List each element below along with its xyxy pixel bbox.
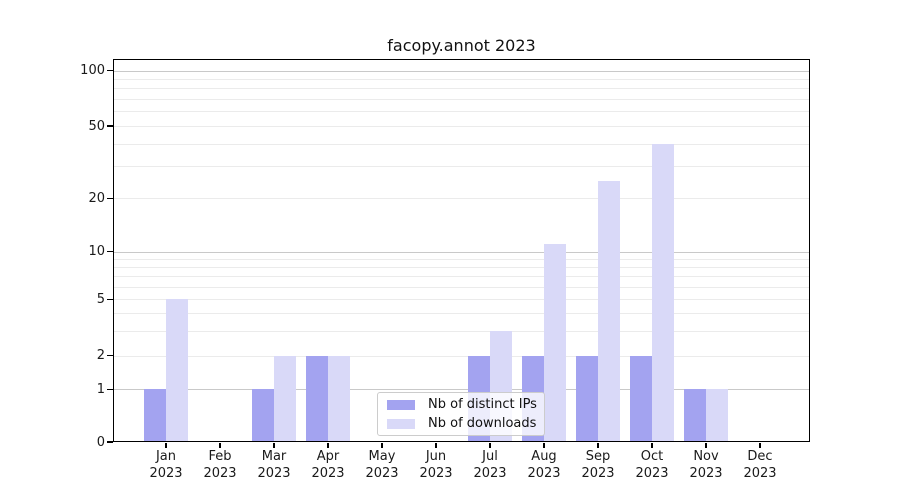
x-tick-label: Jan 2023 <box>149 449 183 481</box>
minor-gridline <box>113 88 810 90</box>
bar-distinct-ips <box>306 355 328 442</box>
x-tick-label: Dec 2023 <box>743 449 777 481</box>
legend-swatch-distinct-ips <box>387 399 415 410</box>
legend-label-distinct-ips: Nb of distinct IPs <box>428 397 537 412</box>
legend: Nb of distinct IPs Nb of downloads <box>377 392 545 436</box>
bar-downloads <box>328 355 350 442</box>
x-tick-label: Mar 2023 <box>257 449 291 481</box>
minor-gridline <box>113 143 810 145</box>
bar-downloads <box>706 389 728 442</box>
minor-gridline <box>113 126 810 127</box>
x-tick-mark <box>327 442 329 448</box>
y-tick-label: 10 <box>88 244 105 260</box>
minor-gridline <box>113 267 810 269</box>
minor-gridline <box>113 299 810 301</box>
y-tick-mark <box>106 197 113 200</box>
x-tick-mark <box>597 442 599 448</box>
y-tick-label: 20 <box>88 190 105 206</box>
x-tick-label: Feb 2023 <box>203 449 237 481</box>
x-tick-label: Oct 2023 <box>635 449 669 481</box>
x-tick-mark <box>219 442 221 448</box>
chart-title: facopy.annot 2023 <box>387 36 536 55</box>
y-tick-mark <box>106 441 113 443</box>
minor-gridline <box>113 166 810 168</box>
minor-gridline <box>113 330 810 332</box>
x-tick-mark <box>381 442 383 448</box>
bar-downloads <box>544 244 566 442</box>
x-tick-label: Jun 2023 <box>419 449 453 481</box>
bar-distinct-ips <box>630 355 652 442</box>
y-tick-mark <box>106 388 113 391</box>
x-tick-mark <box>651 442 653 448</box>
x-tick-label: Nov 2023 <box>689 449 723 481</box>
major-gridline <box>113 70 810 72</box>
y-tick-label: 0 <box>96 434 105 450</box>
major-gridline <box>113 389 810 391</box>
minor-gridline <box>113 355 810 357</box>
y-tick-mark <box>106 298 113 301</box>
minor-gridline <box>113 286 810 288</box>
y-tick-mark <box>106 125 113 127</box>
bar-downloads <box>598 180 620 442</box>
minor-gridline <box>113 111 810 113</box>
minor-gridline <box>113 78 810 80</box>
x-tick-mark <box>543 442 545 448</box>
bar-distinct-ips <box>252 389 274 442</box>
x-tick-mark <box>489 442 491 448</box>
plot-area <box>113 59 810 442</box>
y-tick-label: 1 <box>96 381 105 397</box>
minor-gridline <box>113 198 810 200</box>
x-tick-label: Aug 2023 <box>527 449 561 481</box>
minor-gridline <box>113 276 810 278</box>
legend-row-distinct-ips: Nb of distinct IPs <box>387 397 544 412</box>
x-tick-mark <box>759 442 761 448</box>
x-tick-label: Sep 2023 <box>581 449 615 481</box>
major-gridline <box>113 251 810 253</box>
legend-swatch-downloads <box>387 418 415 429</box>
bar-downloads <box>166 299 188 442</box>
bar-distinct-ips <box>684 389 706 442</box>
bar-downloads <box>652 143 674 442</box>
x-tick-label: Jul 2023 <box>473 449 507 481</box>
y-tick-mark <box>106 354 113 357</box>
minor-gridline <box>113 258 810 260</box>
x-tick-mark <box>273 442 275 448</box>
x-tick-label: May 2023 <box>365 449 399 481</box>
minor-gridline <box>113 99 810 101</box>
legend-row-downloads: Nb of downloads <box>387 416 544 431</box>
y-tick-mark <box>106 69 113 72</box>
x-tick-mark <box>705 442 707 448</box>
y-tick-label: 2 <box>96 348 105 364</box>
x-tick-mark <box>165 442 167 448</box>
y-tick-mark <box>106 250 113 253</box>
y-tick-label: 5 <box>96 291 105 307</box>
x-tick-mark <box>435 442 437 448</box>
bar-distinct-ips <box>144 389 166 442</box>
minor-gridline <box>113 313 810 315</box>
legend-label-downloads: Nb of downloads <box>428 416 537 431</box>
y-tick-label: 100 <box>80 63 105 78</box>
bar-downloads <box>274 355 296 442</box>
y-tick-label: 50 <box>88 118 105 134</box>
x-tick-label: Apr 2023 <box>311 449 345 481</box>
bar-distinct-ips <box>576 355 598 442</box>
